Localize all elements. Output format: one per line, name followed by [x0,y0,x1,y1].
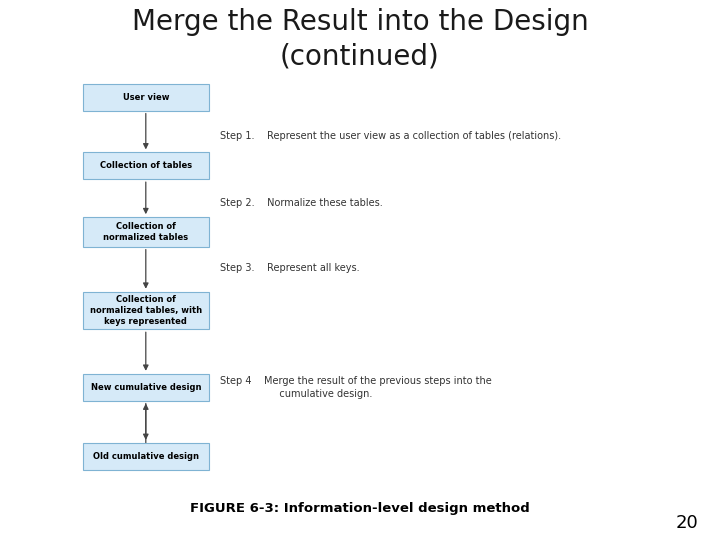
Text: Old cumulative design: Old cumulative design [93,452,199,461]
Text: User view: User view [122,93,169,102]
Text: Collection of
normalized tables, with
keys represented: Collection of normalized tables, with ke… [90,295,202,326]
Text: Collection of
normalized tables: Collection of normalized tables [103,222,189,242]
Text: Step 3.    Represent all keys.: Step 3. Represent all keys. [220,264,359,273]
Text: Step 2.    Normalize these tables.: Step 2. Normalize these tables. [220,198,382,207]
Text: New cumulative design: New cumulative design [91,383,201,391]
FancyBboxPatch shape [83,374,209,401]
Text: Collection of tables: Collection of tables [100,161,192,170]
FancyBboxPatch shape [83,217,209,247]
Text: 20: 20 [675,514,698,532]
FancyBboxPatch shape [83,84,209,111]
Text: Step 4    Merge the result of the previous steps into the
                   cum: Step 4 Merge the result of the previous … [220,376,491,399]
FancyBboxPatch shape [83,443,209,470]
Text: Step 1.    Represent the user view as a collection of tables (relations).: Step 1. Represent the user view as a col… [220,131,561,141]
FancyBboxPatch shape [83,152,209,179]
FancyBboxPatch shape [83,292,209,329]
Text: Merge the Result into the Design
(continued): Merge the Result into the Design (contin… [132,8,588,71]
Text: FIGURE 6-3: Information-level design method: FIGURE 6-3: Information-level design met… [190,502,530,515]
